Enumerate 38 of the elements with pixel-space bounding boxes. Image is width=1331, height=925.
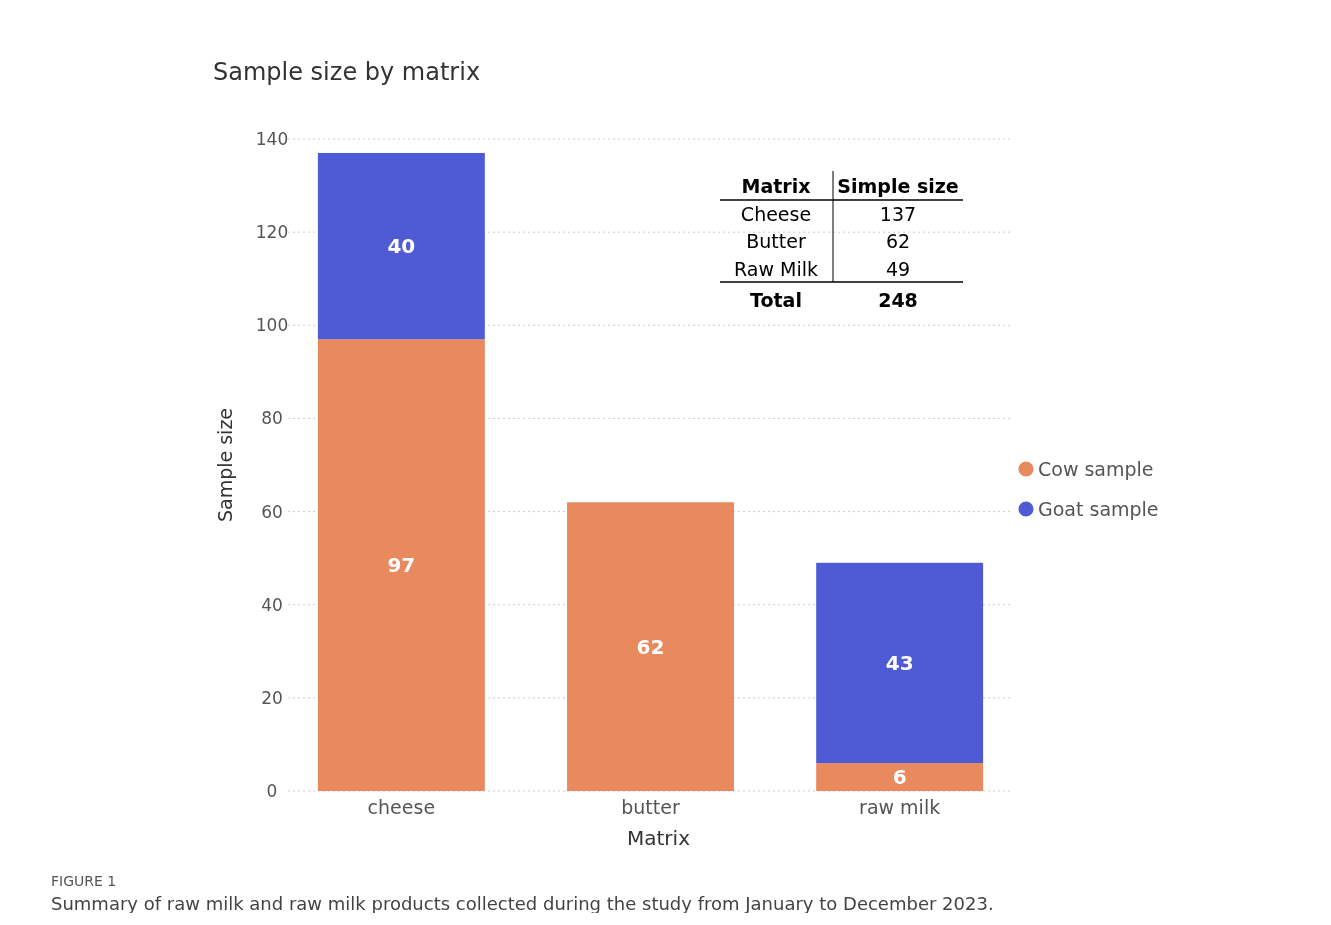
x-tick-label: butter — [621, 796, 680, 818]
bar — [317, 339, 485, 791]
y-tick-label: 40 — [261, 594, 283, 615]
y-tick-label: 140 — [255, 129, 289, 149]
y-tick-label: 80 — [261, 408, 283, 429]
data-label: 97 — [387, 553, 416, 578]
data-label: 40 — [387, 234, 416, 259]
annotation: Cheese — [740, 202, 812, 225]
legend-label: Goat sample — [1038, 498, 1159, 520]
x-axis-title: Matrix — [627, 826, 691, 850]
bar — [317, 152, 485, 340]
data-label: 6 — [892, 765, 907, 790]
data-label: 62 — [636, 634, 665, 659]
data-label: 43 — [885, 650, 914, 675]
caption: FIGURE 1 — [51, 873, 117, 889]
text: Summary of raw milk and raw milk products collected during the study from January to December 2023. — [51, 893, 994, 914]
annotation: Butter — [746, 230, 806, 252]
y-axis-title: Sample size — [214, 407, 236, 523]
annotation: Total — [750, 288, 802, 311]
bar — [816, 763, 984, 791]
annotation: 248 — [878, 288, 918, 311]
bar — [567, 502, 734, 791]
legend-label: Cow sample — [1038, 458, 1154, 480]
annotation: 49 — [885, 257, 911, 280]
annotation: 137 — [879, 202, 917, 225]
x-tick-label: cheese — [367, 796, 436, 818]
annotation: Matrix — [741, 175, 811, 197]
annotation: Raw Milk — [734, 257, 818, 280]
y-tick-label: 20 — [261, 687, 283, 708]
chart-title: Sample size by matrix — [213, 58, 481, 86]
y-tick-label: 60 — [261, 501, 283, 522]
annotation: 62 — [885, 230, 911, 252]
annotation: Simple size — [837, 175, 959, 197]
x-tick-label: raw milk — [859, 796, 941, 818]
bar — [816, 562, 984, 764]
y-tick-label: 0 — [266, 781, 278, 801]
y-tick-label: 100 — [255, 315, 289, 336]
y-tick-label: 120 — [255, 222, 289, 243]
